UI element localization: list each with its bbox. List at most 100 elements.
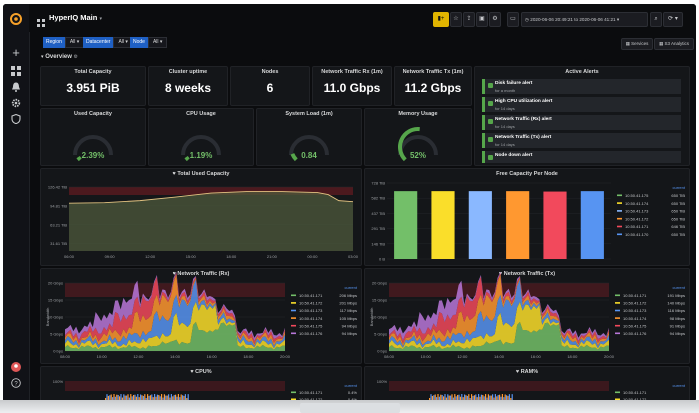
activity-bar (128, 397, 130, 401)
star-button[interactable]: ☆ (450, 12, 462, 27)
activity-bar (133, 394, 135, 401)
panel-network-tx[interactable]: Network Traffic Tx (1m) 11.2 Gbps (394, 66, 472, 106)
activity-bar (455, 396, 457, 401)
legend-header: current (673, 285, 686, 290)
panel-used-capacity[interactable]: Used Capacity 2.39% (40, 108, 146, 166)
alert-item[interactable]: Disk failure alert for a month (482, 79, 681, 94)
settings-button[interactable]: ⚙ (489, 12, 501, 27)
activity-bar (482, 394, 484, 401)
panel-title: Cluster uptime (168, 69, 208, 75)
alert-item[interactable]: Node down alert (482, 151, 681, 163)
legend-swatch (615, 317, 620, 319)
variable-node[interactable]: Node All ▾ (130, 37, 168, 48)
legend-swatch (615, 309, 620, 312)
legend-swatch (291, 317, 296, 319)
heart-icon: ♥ (172, 171, 176, 177)
x-tick-label: 16:00 (207, 354, 218, 359)
activity-bar (441, 394, 443, 401)
zoom-out-icon: ⌕ (654, 16, 658, 22)
legend-swatch (291, 391, 296, 394)
variable-datacenter[interactable]: Datacenter All ▾ (83, 37, 133, 48)
alert-item[interactable]: High CPU utilization alert for 14 days (482, 97, 681, 112)
variable-label: Datacenter (83, 37, 114, 48)
dashboards-grid-icon[interactable] (9, 64, 23, 78)
gauge-arc (398, 127, 420, 162)
activity-bar (475, 394, 477, 401)
create-plus-icon[interactable]: + (12, 45, 20, 60)
bar-10.50.41.173 (468, 191, 492, 259)
panel-network-traffic-rx[interactable]: ♥ Network Traffic (Rx) 20 Gbps 15 Gbps 10 … (40, 268, 362, 364)
share-button[interactable]: ⇪ (463, 12, 475, 27)
activity-bar (161, 394, 163, 401)
alert-item[interactable]: Network Traffic (Rx) alert for 14 days (482, 115, 681, 130)
panel-active-alerts[interactable]: Active Alerts Disk failure alert for a m… (474, 66, 690, 166)
activity-bar (433, 395, 435, 401)
panel-cpu-percent[interactable]: ♥ CPU% 100% current 10.50.41.171 0.4% 10.50.… (40, 366, 362, 402)
y-tick-label: 15 Gbps (372, 298, 387, 303)
alert-item[interactable]: Network Traffic (Tx) alert for 14 days (482, 133, 681, 148)
shield-icon[interactable] (9, 112, 23, 126)
activity-bar (141, 395, 143, 401)
panel-cluster-uptime[interactable]: Cluster uptime 8 weeks (148, 66, 228, 106)
dashboard-title[interactable]: HyperIQ Main ▾ (49, 13, 102, 22)
panel-network-rx[interactable]: Network Traffic Rx (1m) 11.0 Gbps (312, 66, 392, 106)
help-icon[interactable]: ? (9, 376, 23, 390)
legend-swatch (615, 302, 620, 304)
nav-link-s3-analytics[interactable]: ▦ S3 Analytics (654, 38, 694, 50)
activity-bar (183, 395, 185, 401)
y-tick-label: 10 Gbps (48, 315, 63, 320)
legend-label: 10.50.41.171 (625, 224, 649, 229)
configuration-gear-icon[interactable] (9, 96, 23, 110)
alerting-bell-icon[interactable] (9, 80, 23, 94)
legend-label: 10.50.41.172 (623, 397, 647, 402)
activity-bar (473, 395, 475, 401)
gauge-track (181, 135, 221, 156)
legend-label: 10.50.41.170 (625, 232, 649, 237)
add-panel-button[interactable]: ▮+ (433, 12, 449, 27)
panel-memory-usage[interactable]: Memory Usage 52% (364, 108, 472, 166)
panel-total-used-capacity[interactable]: ♥ Total Used Capacity 126.42 TiB 94.81 Ti… (40, 168, 362, 266)
alert-state: for 14 days (495, 124, 515, 129)
refresh-button[interactable]: ⟳ ▾ (663, 12, 683, 27)
tv-mode-button[interactable]: ▭ (507, 12, 519, 27)
variable-region[interactable]: Region All ▾ (43, 37, 85, 48)
y-tick-label: 15 Gbps (48, 298, 63, 303)
activity-bar (500, 396, 502, 401)
panel-title: Network Traffic Tx (1m) (402, 69, 464, 75)
panel-ram-percent[interactable]: ♥ RAM% 100% current 10.50.41.171 10.50.41.1… (364, 366, 690, 402)
legend-swatch (617, 210, 622, 212)
variable-value[interactable]: All ▾ (147, 37, 168, 48)
panel-free-capacity-per-node[interactable]: Free Capacity Per Node 728 TiB 582 TiB 437… (364, 168, 690, 266)
series-area-10.50.41.171 (65, 321, 285, 351)
activity-bar (471, 394, 473, 401)
panel-total-capacity[interactable]: Total Capacity 3.951 PiB (40, 66, 146, 106)
legend-label: 10.50.41.171 (299, 293, 323, 298)
series-area-10.50.41.173 (65, 279, 285, 349)
legend-header: current (345, 285, 358, 290)
activity-bar (155, 396, 157, 401)
panel-cpu-usage[interactable]: CPU Usage 1.19% (148, 108, 254, 166)
panel-nodes[interactable]: Nodes 6 (230, 66, 310, 106)
activity-bar (478, 394, 480, 401)
save-button[interactable]: ▣ (476, 12, 488, 27)
row-header-overview[interactable]: ▾ Overview ⚙ (41, 54, 78, 60)
zoom-out-button[interactable]: ⌕ (650, 12, 662, 27)
time-range-picker[interactable]: ◷ 2020-06-06 20:49:21 to 2020-06-06 41:2… (521, 12, 648, 27)
alert-status-icon (488, 83, 493, 88)
activity-bar (479, 396, 481, 401)
activity-bar (130, 394, 132, 401)
alert-name: Network Traffic (Rx) alert (495, 117, 552, 122)
nav-link-services[interactable]: ▦ Services (621, 38, 653, 50)
gauge-svg: 0.84 (289, 135, 329, 162)
activity-bar (138, 397, 140, 401)
activity-bar (483, 396, 485, 401)
user-avatar[interactable] (9, 360, 23, 374)
panel-title: ♥ CPU% (190, 369, 212, 375)
grafana-logo-icon[interactable] (9, 12, 23, 26)
variable-value[interactable]: All ▾ (64, 37, 85, 48)
legend-swatch (291, 302, 296, 304)
panel-system-load[interactable]: System Load (1m) 0.84 (256, 108, 362, 166)
y-tick-label: 31.61 TiB (50, 241, 67, 246)
